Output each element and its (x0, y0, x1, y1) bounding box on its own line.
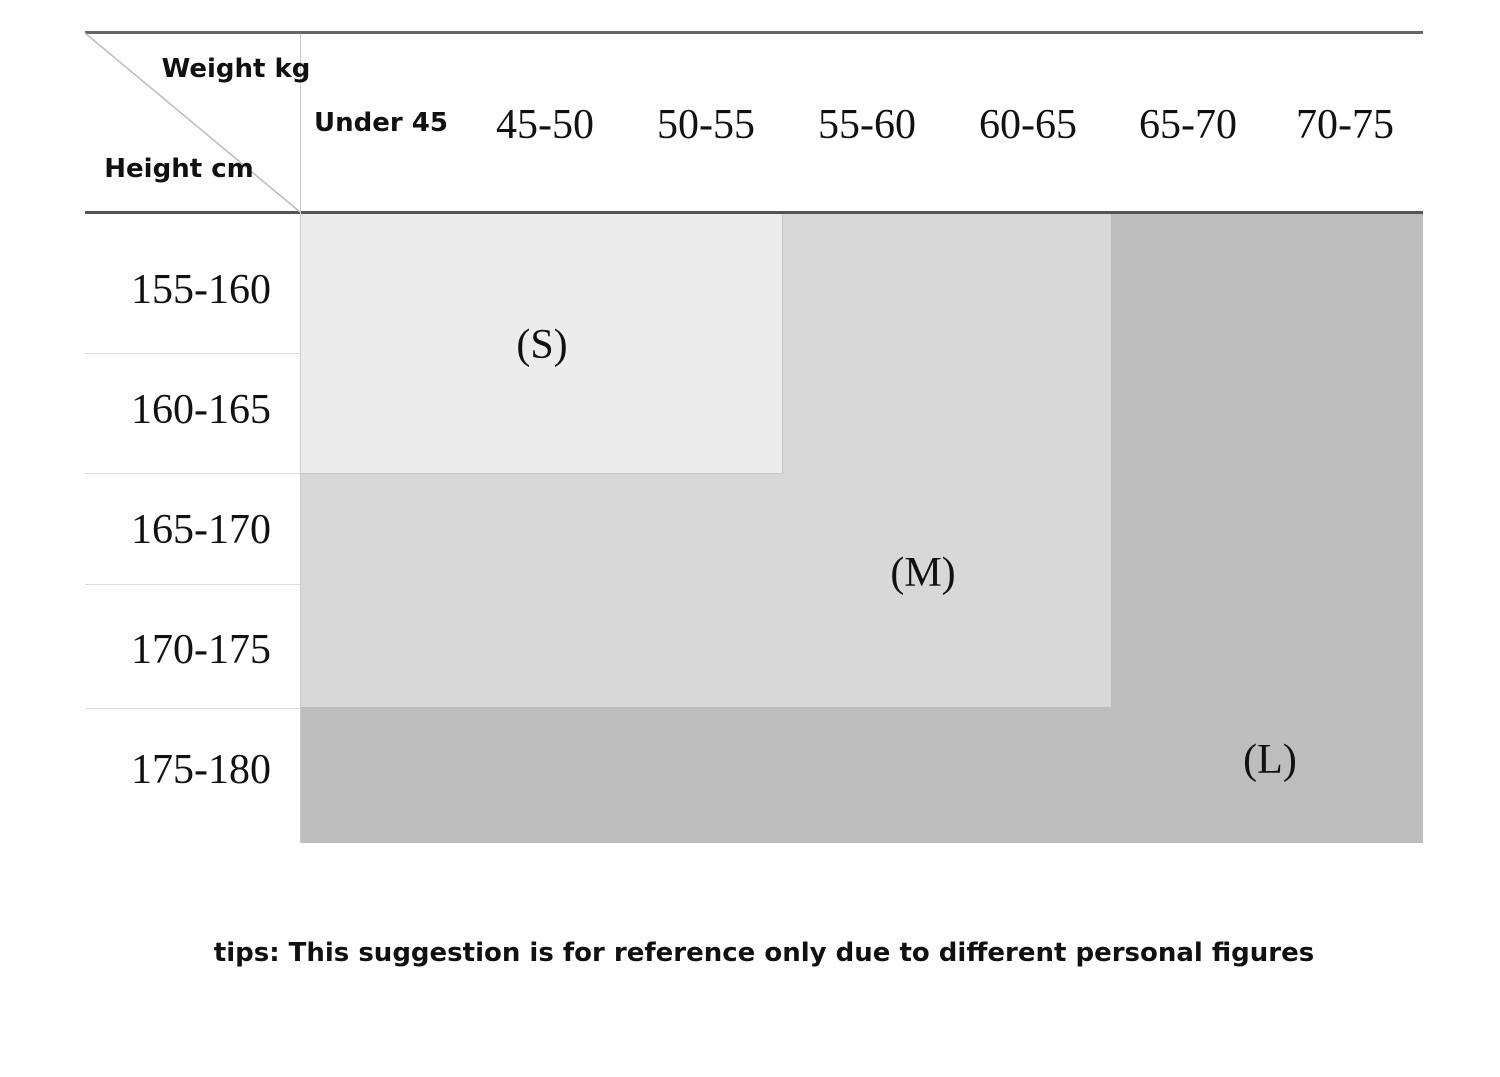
tips: tips: This suggestion is for reference o… (213, 938, 1315, 968)
row-label: 170-175 (131, 627, 271, 673)
size-label: (S) (516, 322, 568, 368)
row-label: 175-180 (131, 747, 271, 793)
column-divider (300, 34, 301, 843)
row-rule (85, 708, 300, 709)
row-label: 165-170 (131, 507, 271, 553)
row-rule (85, 353, 300, 354)
column-label: 50-55 (657, 102, 755, 148)
column-label: Under 45 (314, 108, 448, 138)
column-label: 70-75 (1296, 102, 1394, 148)
column-label: 65-70 (1139, 102, 1237, 148)
row-label: 155-160 (131, 267, 271, 313)
height-label: Height cm (104, 154, 254, 184)
weight-label: Weight kg (161, 54, 311, 84)
column-label: 55-60 (818, 102, 916, 148)
region-s (300, 214, 783, 474)
size-label: (L) (1243, 737, 1297, 783)
top-rule (85, 31, 1423, 34)
row-rule (85, 584, 300, 585)
column-label: 45-50 (496, 102, 594, 148)
size-label: (M) (890, 550, 956, 596)
row-label: 160-165 (131, 387, 271, 433)
header-rule (85, 211, 1423, 214)
column-label: 60-65 (979, 102, 1077, 148)
row-rule (85, 473, 300, 474)
